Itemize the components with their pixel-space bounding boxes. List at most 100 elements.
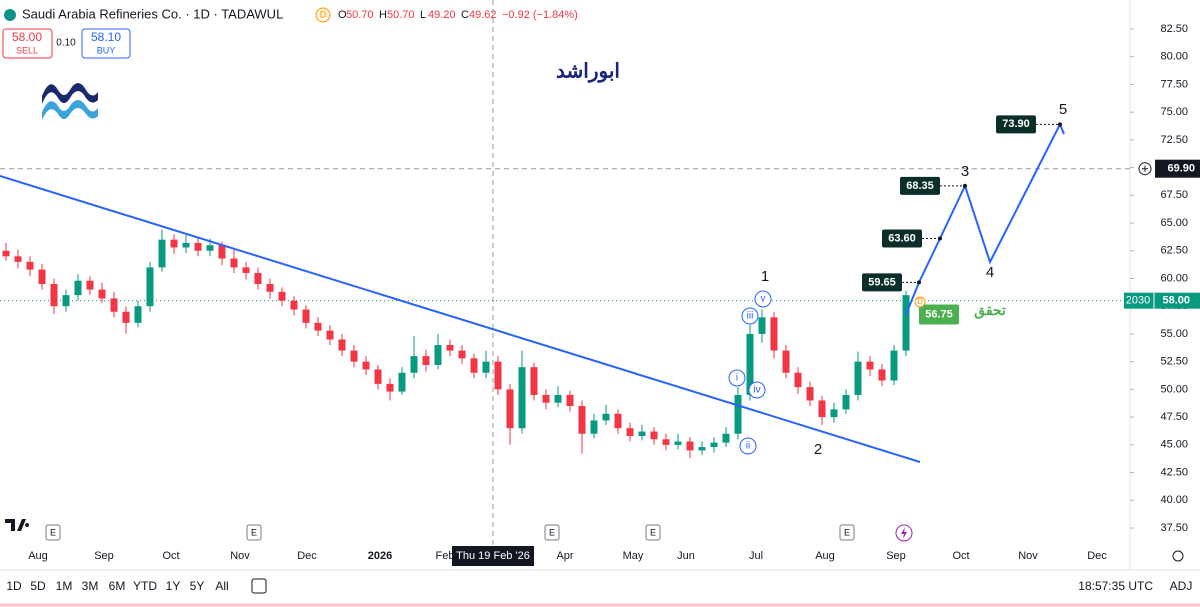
last-price-box (1124, 292, 1200, 309)
y-tick-label: 55.00 (1160, 328, 1188, 340)
ohlc-value: 49.62 (469, 9, 497, 21)
y-tick-label: 75.00 (1160, 106, 1188, 118)
candle-body (302, 309, 310, 323)
candle-body (902, 295, 910, 351)
subwave-circle (739, 437, 757, 455)
candle-body (2, 250, 10, 257)
subwave-circle (754, 290, 772, 308)
candle-body (734, 394, 742, 434)
wave-label: 4 (986, 264, 994, 281)
candle-body (662, 439, 670, 445)
ohlc-key: O (338, 9, 347, 21)
candle-body (842, 394, 850, 410)
candle-body (518, 367, 526, 429)
sell-price: 58.00 (12, 30, 42, 44)
header: Saudi Arabia Refineries Co. · 1D · TADAW… (4, 6, 578, 23)
candle-body (422, 356, 430, 365)
sell-label: SELL (16, 45, 38, 55)
ohlc-value: 49.20 (428, 9, 456, 21)
range-button[interactable]: 1D (6, 579, 22, 593)
x-tick-label: Aug (28, 550, 48, 562)
candle-body (26, 261, 34, 270)
badge-text: D (320, 9, 327, 19)
x-tick-label: Sep (886, 550, 906, 562)
achieved-text: تحقق (974, 302, 1006, 319)
candle-body (242, 267, 250, 273)
target-label: 63.60 (888, 232, 916, 244)
candle-body (38, 269, 46, 285)
buy-button[interactable] (81, 28, 131, 59)
ohlc-key: H (379, 9, 387, 21)
candle-body (74, 280, 82, 296)
y-tick-label: 65.00 (1160, 217, 1188, 229)
candle-body (698, 447, 706, 451)
candle-body (134, 306, 142, 323)
candle-body (890, 350, 898, 381)
candle-body (866, 361, 874, 370)
candle-body (206, 245, 214, 251)
range-button[interactable]: 1M (56, 579, 73, 593)
candle-body (446, 345, 454, 351)
candle-body (590, 420, 598, 434)
x-tick-label: Oct (952, 550, 969, 562)
candle-body (758, 317, 766, 334)
target-point (917, 280, 921, 285)
candle-body (122, 311, 130, 323)
x-tick-label: Jun (677, 550, 695, 562)
y-tick-label: 37.50 (1160, 522, 1188, 534)
event-label: E (50, 527, 56, 537)
x-tick-label: Dec (297, 550, 317, 562)
event-label: E (844, 527, 850, 537)
clock: 18:57:35 UTC (1078, 579, 1153, 593)
crosshair-date-box (452, 546, 534, 566)
date-range-icon[interactable] (251, 578, 267, 594)
range-button[interactable]: 5D (30, 579, 46, 593)
candle-body (110, 298, 118, 312)
candle-body (626, 428, 634, 436)
candle-body (770, 317, 778, 351)
x-tick-label: Sep (94, 550, 114, 562)
range-button[interactable]: 6M (109, 579, 126, 593)
event-marker (246, 524, 262, 541)
x-tick-label: Nov (1018, 550, 1038, 562)
y-tick-label: 40.00 (1160, 494, 1188, 506)
candle-body (278, 291, 286, 301)
candle-body (482, 361, 490, 373)
x-tick-label: May (623, 550, 644, 562)
candle-body (170, 239, 178, 248)
change: −0.92 (−1.84%) (502, 9, 578, 21)
subwave-label: v (761, 294, 766, 305)
range-button[interactable]: 5Y (190, 579, 205, 593)
candle-body (386, 383, 394, 392)
dividend-badge (914, 296, 926, 308)
crosshair-price-box (1155, 159, 1200, 178)
candle-body (722, 433, 730, 443)
range-button[interactable]: All (215, 579, 228, 593)
y-tick-label: 72.50 (1160, 134, 1188, 146)
x-tick-label: 2026 (368, 550, 392, 562)
y-tick-label: 50.00 (1160, 383, 1188, 395)
y-tick-label: 52.50 (1160, 356, 1188, 368)
crosshair-price: 69.90 (1167, 163, 1195, 175)
candle-body (674, 441, 682, 445)
subwave-label: i (736, 373, 738, 384)
range-button[interactable]: 3M (82, 579, 99, 593)
range-button[interactable]: 1Y (166, 579, 181, 593)
y-tick-label: 67.50 (1160, 189, 1188, 201)
candle-body (230, 258, 238, 268)
event-label: E (549, 527, 555, 537)
range-button[interactable]: YTD (133, 579, 157, 593)
candle-body (146, 267, 154, 307)
target-box (900, 176, 940, 195)
target-box (882, 229, 922, 248)
subwave-label: ii (746, 441, 750, 452)
sell-button[interactable] (2, 28, 53, 59)
wave-label: 2 (814, 441, 822, 458)
settings-icon[interactable] (1172, 550, 1184, 562)
logo-wave-light (42, 100, 98, 120)
tv-logo (5, 519, 30, 531)
candle-body (806, 387, 814, 401)
target-label: 68.35 (906, 180, 934, 192)
adj-button[interactable]: ADJ (1170, 579, 1193, 593)
y-tick-label: 60.00 (1160, 272, 1188, 284)
